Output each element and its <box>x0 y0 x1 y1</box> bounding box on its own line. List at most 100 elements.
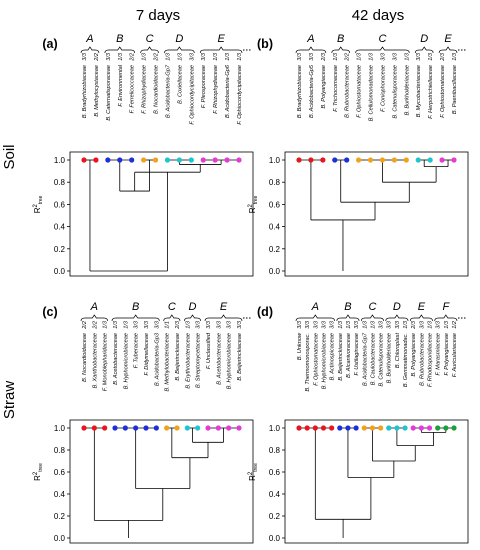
taxon-name: B. Bradyrhizobiaceae <box>297 65 303 118</box>
group-bracket-E <box>409 314 433 322</box>
leaf-dot-orange <box>141 157 147 163</box>
leaf-dot-magenta <box>426 425 433 431</box>
y-tick-label: 0.8 <box>269 178 281 187</box>
taxon-fraction: 1/3 <box>103 320 109 329</box>
group-bracket-D <box>183 314 202 322</box>
taxon-fraction: 3/3 <box>82 52 88 61</box>
group-label-D: D <box>393 301 401 313</box>
group-label-E: E <box>444 33 452 45</box>
taxon-fraction: 1/2 <box>452 320 458 329</box>
leaf-dot-red <box>320 157 326 163</box>
taxon-name: F. Auriculariaceae <box>452 333 458 377</box>
group-bracket-C <box>163 314 181 322</box>
group-label-A: A <box>311 301 319 313</box>
group-label-B: B <box>116 33 123 45</box>
taxon-name: F. Tuberaceae <box>134 333 140 368</box>
y-tick-label: 0.0 <box>269 534 281 543</box>
leaf-dot-cyan <box>415 157 421 163</box>
taxon-name: B. Acidobacteria-Gp7 <box>165 64 171 118</box>
leaf-dot-orange <box>174 425 180 431</box>
taxon-name: B. Acidobacteria-Gp7 <box>362 332 368 386</box>
taxon-fraction: 2/2 <box>130 52 136 62</box>
leaf-dot-magenta <box>236 425 242 431</box>
leaf-dot-orange <box>361 425 367 431</box>
taxon-name: B. Rubrobacteraceae <box>345 65 351 118</box>
panel-label: (b) <box>257 37 273 51</box>
taxon-name: F. Polyangiaceae <box>444 333 450 376</box>
taxon-name: F. Herpotrichiellaceae <box>428 65 434 119</box>
taxon-fraction: 1/3 <box>404 52 410 61</box>
taxon-fraction: 2/3 <box>440 52 446 62</box>
group-bracket-B <box>111 314 160 322</box>
taxon-name: F. Coniophoraceae <box>380 65 386 112</box>
y-tick-label: 0.2 <box>269 245 281 254</box>
plot-frame <box>69 151 254 277</box>
taxon-fraction: 3/3 <box>436 320 442 329</box>
taxon-fraction: 1/3 <box>118 52 124 61</box>
group-label-B: B <box>337 33 344 45</box>
group-label-D: D <box>420 33 428 45</box>
group-bracket-C <box>360 314 384 322</box>
y-tick-label: 1.0 <box>269 424 281 433</box>
group-label-A: A <box>90 301 98 313</box>
y-tick-label: 0.6 <box>269 468 281 477</box>
taxon-fraction: 1/3 <box>403 320 409 329</box>
taxon-fraction: 1/3 <box>428 320 434 329</box>
taxon-fraction: 1/3 <box>362 320 368 329</box>
y-axis-label: R2tree <box>33 195 44 213</box>
taxon-fraction: 3/3 <box>392 52 398 61</box>
taxon-fraction: 1/3 <box>333 52 339 61</box>
group-bracket-F <box>434 314 458 322</box>
leaf-dot-orange <box>164 425 170 431</box>
taxon-name: B. Nocardioidaceae <box>82 333 88 382</box>
taxon-fraction: 2/2 <box>94 52 100 62</box>
leaf-dot-orange <box>367 157 374 163</box>
taxon-name: B. Alcanivoraceae <box>346 333 352 378</box>
y-tick-label: 1.0 <box>269 156 281 165</box>
taxon-fraction: 2/3 <box>411 320 417 330</box>
panel-b: 0.0 0.2 0.4 0.6 0.8 1.0 R2tree (b) A B C D E 3/3 B. Br… <box>248 33 469 277</box>
taxon-fraction: 2/2 <box>345 52 351 62</box>
group-label-C: C <box>168 301 176 313</box>
leaf-dot-blue <box>153 425 159 431</box>
group-label-D: D <box>175 33 183 45</box>
leaf-dot-magenta <box>226 425 232 431</box>
taxon-fraction: 1/3 <box>123 320 129 329</box>
taxon-fraction: 2/2 <box>154 52 160 62</box>
taxon-fraction: 3/3 <box>196 320 202 329</box>
taxon-name: F. Ustilaginaceae <box>354 333 360 376</box>
plot-frame <box>284 151 469 277</box>
taxon-name: B. Thermomonosporac. <box>305 333 311 391</box>
taxon-fraction: 3/3 <box>330 320 336 329</box>
taxon-name: B. Polyangiaceae <box>411 333 417 377</box>
taxon-name: B. Acidobacteria-Gp6 <box>225 64 231 118</box>
taxon-fraction: 3/3 <box>309 52 315 61</box>
taxon-name: B. Beijerinckiaceae <box>175 333 181 381</box>
y-tick-label: 0.2 <box>54 245 66 254</box>
y-tick-label: 0.2 <box>269 512 281 521</box>
taxon-fraction: 3/3 <box>216 320 222 329</box>
leaf-dot-cyan <box>394 425 400 431</box>
taxon-name: B. Acidobacteria-Gp5 <box>309 64 315 118</box>
leaf-dot-green <box>451 425 457 431</box>
taxon-fraction: 1/3 <box>237 52 243 61</box>
taxon-fraction: 1/3 <box>452 52 458 61</box>
taxon-name: B. Chloroplast <box>395 333 401 369</box>
taxon-fraction: 1/3 <box>225 52 231 61</box>
group-label-A: A <box>85 33 93 45</box>
taxon-fraction: 1/3 <box>338 320 344 329</box>
taxon-fraction: 1/3 <box>369 52 375 61</box>
group-bracket-D <box>164 46 195 54</box>
leaf-dot-red <box>93 157 99 163</box>
taxon-name: F. Marasmiaceae <box>436 333 442 376</box>
leaf-dot-red <box>81 157 87 163</box>
panel-label: (a) <box>42 37 57 51</box>
taxon-fraction: 1/3 <box>357 52 363 61</box>
y-tick-label: 0.8 <box>54 446 66 455</box>
taxon-fraction: 3/3 <box>380 52 386 61</box>
leaf-dot-cyan <box>184 425 190 431</box>
taxon-name: F. Trichocomaceae <box>333 65 339 112</box>
taxon-name: B. Coxiellaceae <box>177 65 183 104</box>
